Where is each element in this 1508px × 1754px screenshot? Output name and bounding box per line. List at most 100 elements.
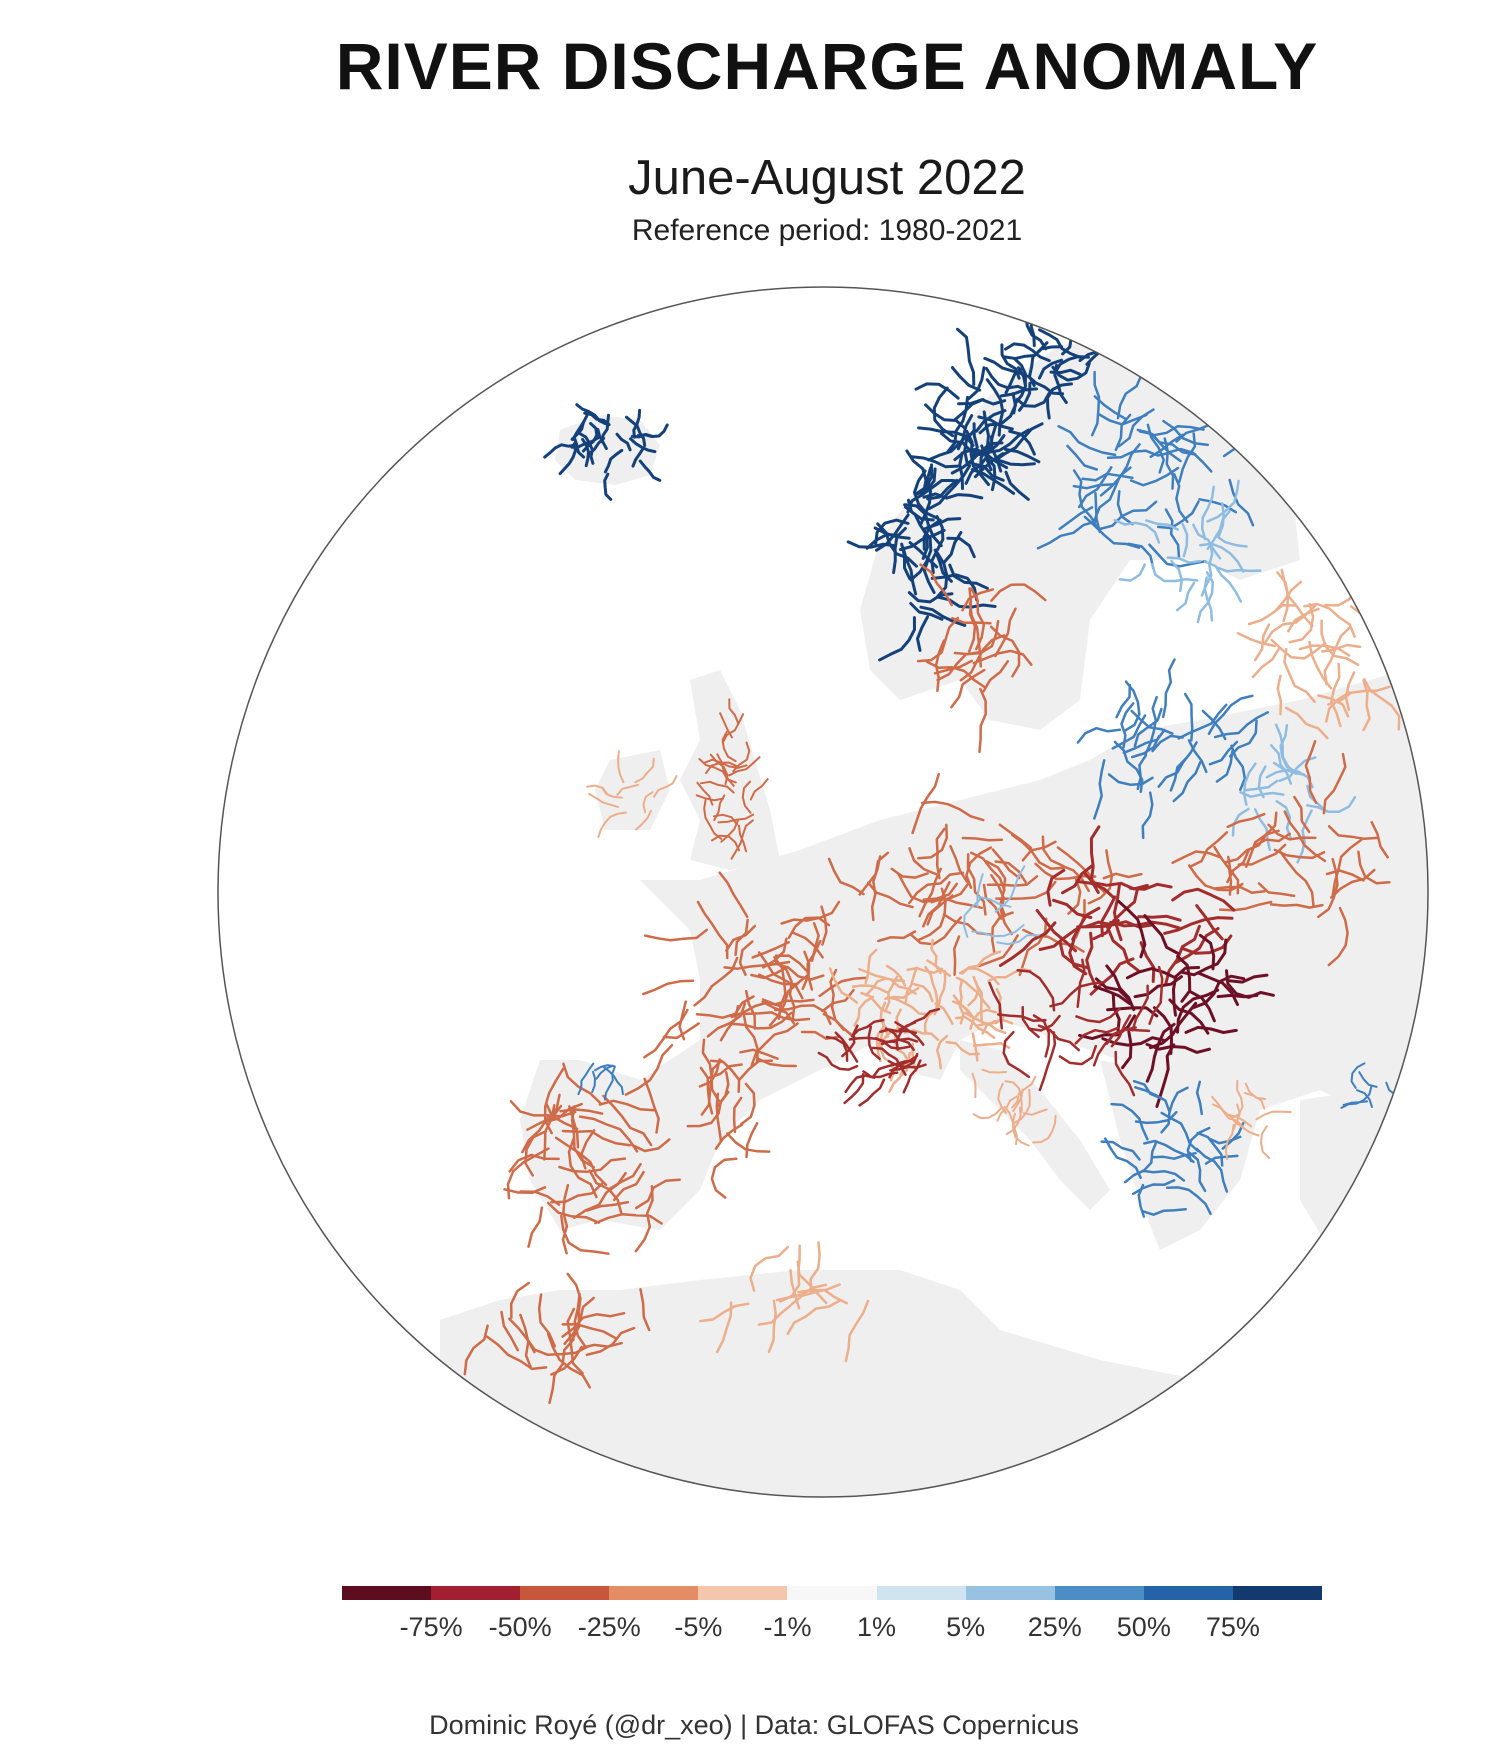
river-segment	[985, 422, 998, 472]
legend-label: 25%	[1027, 1612, 1082, 1642]
river-segment	[485, 1335, 548, 1371]
river-segment	[630, 1138, 671, 1153]
river-segment	[1072, 469, 1099, 530]
river-segment	[578, 1115, 639, 1153]
river-segment	[1106, 449, 1172, 460]
river-segment	[1145, 1022, 1176, 1083]
river-segment	[1244, 811, 1278, 868]
river-segment	[1229, 1079, 1244, 1120]
river-segment	[879, 1028, 917, 1035]
river-segment	[1037, 1024, 1081, 1052]
river-segment	[912, 982, 934, 1003]
river-segment	[834, 1031, 859, 1063]
river-segment	[1214, 534, 1248, 548]
river-segment	[696, 900, 729, 960]
river-segment	[1098, 500, 1158, 531]
land-great-britain	[680, 670, 780, 870]
river-segment	[998, 921, 1057, 967]
river-segment	[1322, 752, 1347, 815]
river-segment	[1053, 363, 1068, 404]
river-segment	[1237, 843, 1287, 866]
river-segment	[1105, 964, 1136, 1012]
river-segment	[1035, 908, 1077, 953]
river-segment	[761, 998, 815, 1006]
river-segment	[946, 536, 976, 559]
river-segment	[972, 975, 984, 1022]
river-segment	[893, 1008, 902, 1046]
river-segment	[1257, 882, 1296, 898]
river-segment	[1046, 382, 1073, 420]
river-segment	[581, 437, 590, 468]
river-segment	[1213, 845, 1233, 896]
river-segment	[1218, 900, 1273, 912]
river-segment	[924, 965, 939, 1011]
river-segment	[1013, 345, 1063, 361]
legend-swatch	[965, 1586, 1055, 1600]
river-segment	[918, 867, 943, 918]
legend-label: -5%	[674, 1612, 723, 1642]
river-segment	[519, 1313, 533, 1370]
river-segment	[865, 533, 901, 550]
river-segment	[1100, 895, 1117, 938]
river-segment	[939, 431, 984, 457]
river-segment	[767, 1299, 777, 1354]
river-segment	[1125, 967, 1178, 980]
river-segment	[864, 948, 878, 985]
river-segment	[653, 775, 678, 798]
river-segment	[550, 1182, 604, 1204]
river-segment	[696, 781, 714, 806]
river-segment	[710, 834, 741, 852]
river-segment	[1168, 998, 1210, 1035]
river-segment	[709, 1059, 741, 1094]
river-segment	[1162, 419, 1209, 447]
river-segment	[1357, 850, 1391, 885]
river-segment	[1226, 812, 1266, 829]
river-segment	[923, 1008, 937, 1035]
river-segment	[716, 753, 735, 787]
river-segment	[616, 783, 639, 796]
river-segment	[949, 845, 969, 883]
river-segment	[560, 1214, 610, 1255]
river-segment	[1283, 810, 1327, 863]
river-segment	[1211, 1095, 1245, 1129]
river-segment	[1120, 702, 1135, 749]
river-segment	[927, 464, 972, 511]
river-segment	[643, 1077, 660, 1134]
river-segment	[1117, 900, 1147, 959]
river-segment	[825, 1035, 849, 1062]
river-segment	[1090, 370, 1101, 437]
river-segment	[1170, 559, 1184, 593]
river-segment	[603, 472, 613, 501]
river-segment	[715, 1092, 723, 1143]
river-segment	[559, 1108, 604, 1115]
river-segment	[930, 938, 942, 975]
river-segment	[950, 668, 986, 709]
river-segment	[895, 1021, 917, 1051]
river-segment	[1236, 632, 1276, 648]
river-segment	[699, 1066, 714, 1115]
river-segment	[1163, 916, 1234, 935]
river-segment	[961, 588, 995, 612]
river-segment	[695, 995, 755, 1019]
river-segment	[1228, 478, 1255, 527]
river-segment	[749, 1245, 790, 1292]
river-segment	[901, 546, 918, 596]
river-segment	[952, 398, 985, 422]
river-segment	[1195, 904, 1224, 941]
river-segment	[595, 1064, 614, 1080]
river-segment	[527, 1206, 544, 1248]
river-segment	[1076, 919, 1120, 929]
river-segment	[864, 977, 906, 997]
river-segment	[1164, 508, 1181, 560]
river-segment	[1141, 791, 1154, 840]
river-segment	[792, 931, 824, 959]
river-segment	[916, 616, 960, 663]
river-segment	[1356, 1089, 1373, 1108]
river-segment	[1076, 726, 1122, 744]
river-segment	[686, 1090, 730, 1128]
river-segment	[750, 965, 789, 980]
river-segment	[1340, 1085, 1373, 1109]
river-segment	[678, 1000, 688, 1041]
river-segment	[1203, 576, 1214, 622]
river-segment	[543, 1067, 565, 1135]
